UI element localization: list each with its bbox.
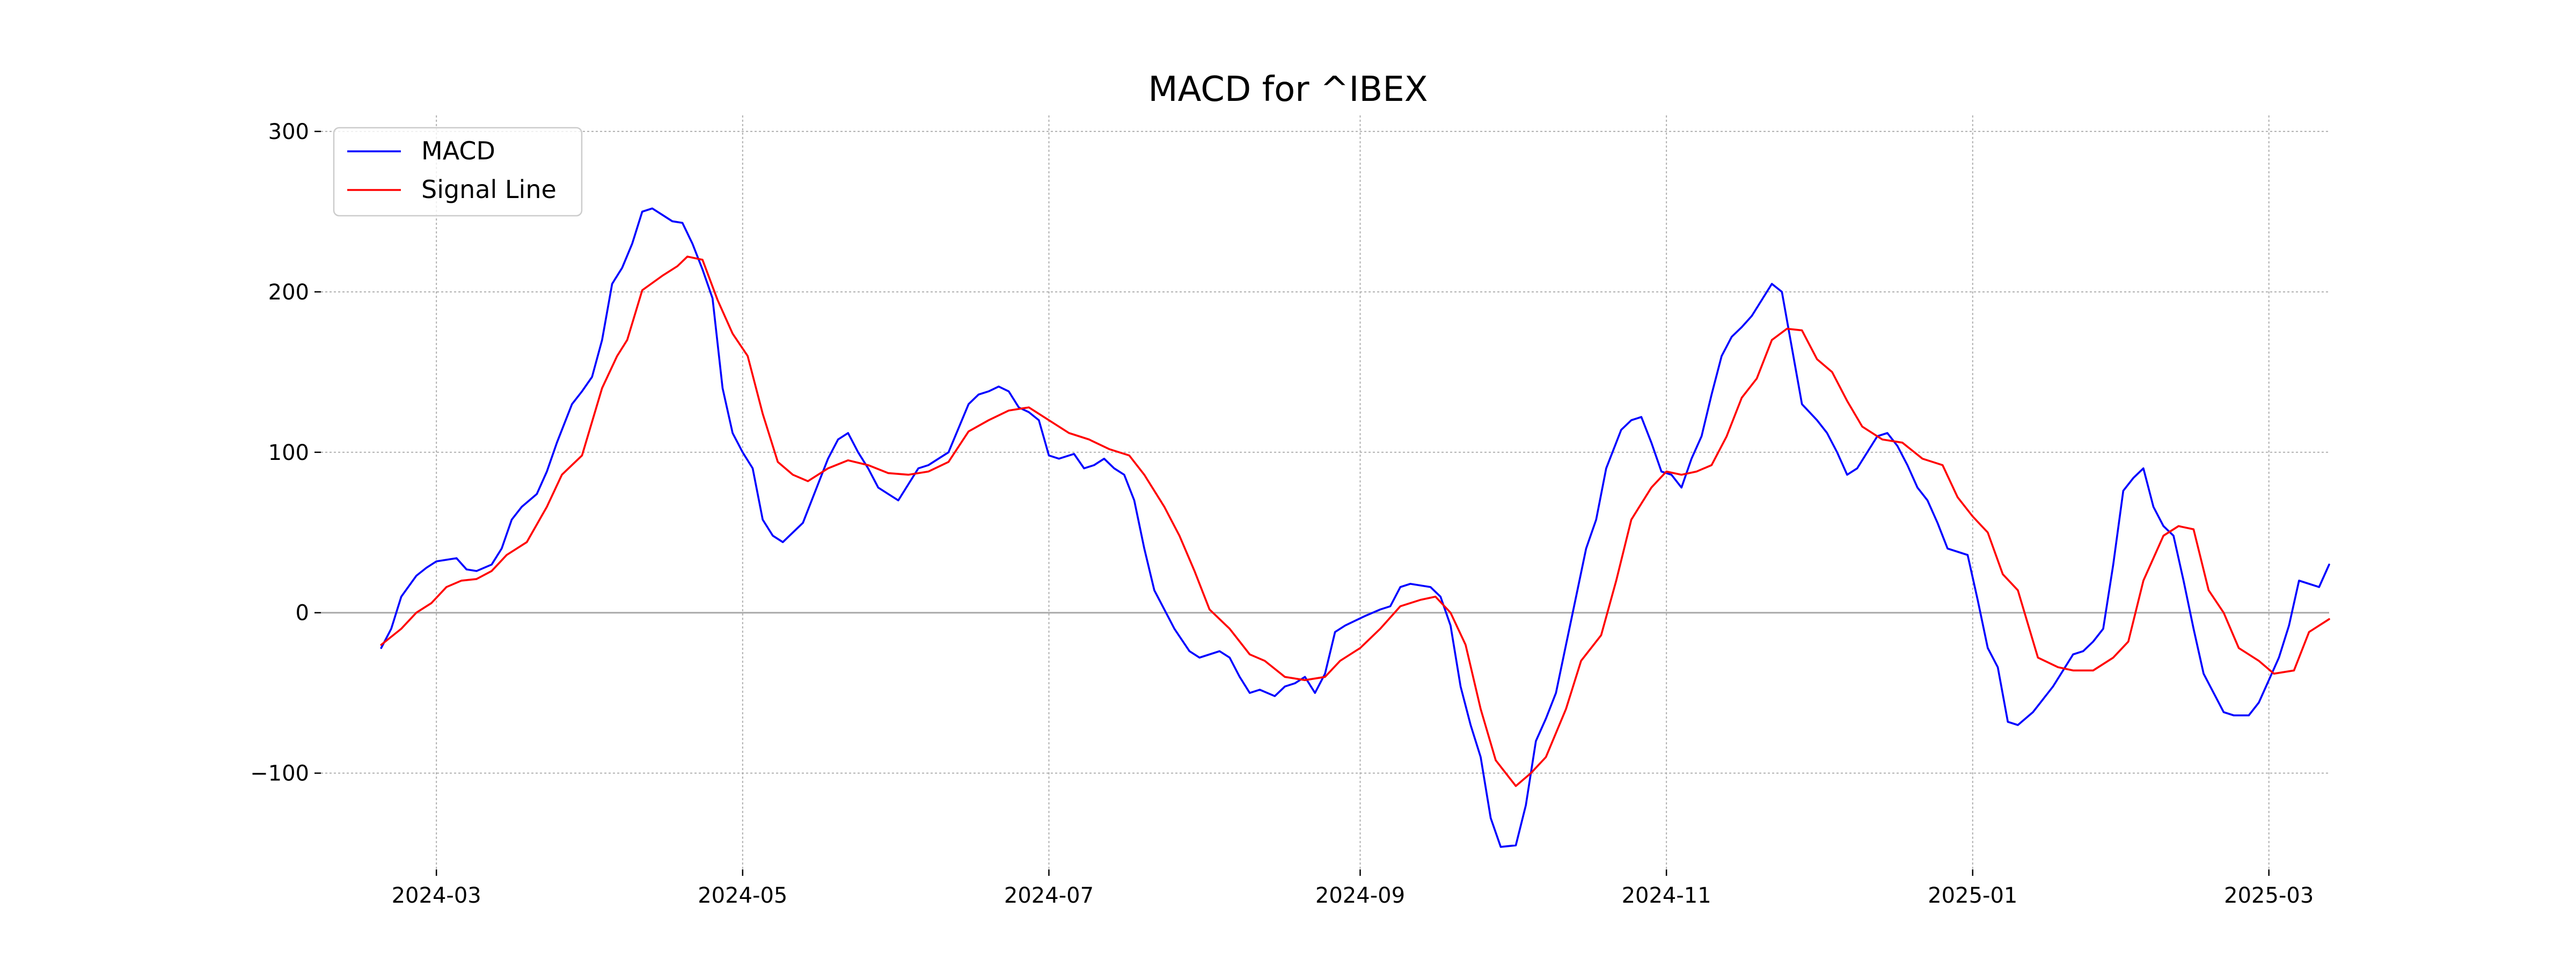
y-axis-ticks: 300 200 100 0 −100 <box>250 120 321 786</box>
x-tick-label: 2025-01 <box>1928 883 2017 908</box>
x-axis-ticks: 2024-03 2024-05 2024-07 2024-09 2024-11 2025-… <box>392 869 2314 908</box>
y-tick-label: 300 <box>268 120 309 144</box>
x-tick-label: 2024-05 <box>698 883 787 908</box>
x-tick-label: 2024-09 <box>1315 883 1405 908</box>
x-tick-label: 2025-03 <box>2224 883 2314 908</box>
signal-line-line <box>380 255 2330 787</box>
x-tick-label: 2024-07 <box>1004 883 1094 908</box>
legend-box <box>333 127 583 217</box>
series-lines <box>380 207 2330 848</box>
legend-macd-label: MACD <box>421 136 495 165</box>
y-tick-label: 100 <box>268 441 309 465</box>
y-tick-label: 200 <box>268 280 309 305</box>
legend-signal-label: Signal Line <box>421 175 557 204</box>
chart-title: MACD for ^IBEX <box>1148 70 1428 109</box>
macd-line <box>380 207 2330 848</box>
grid-lines <box>321 115 2329 869</box>
x-tick-label: 2024-03 <box>392 883 481 908</box>
y-tick-label: −100 <box>250 762 309 786</box>
y-tick-label: 0 <box>296 601 309 626</box>
x-tick-label: 2024-11 <box>1622 883 1711 908</box>
legend: MACD Signal Line <box>333 127 583 217</box>
